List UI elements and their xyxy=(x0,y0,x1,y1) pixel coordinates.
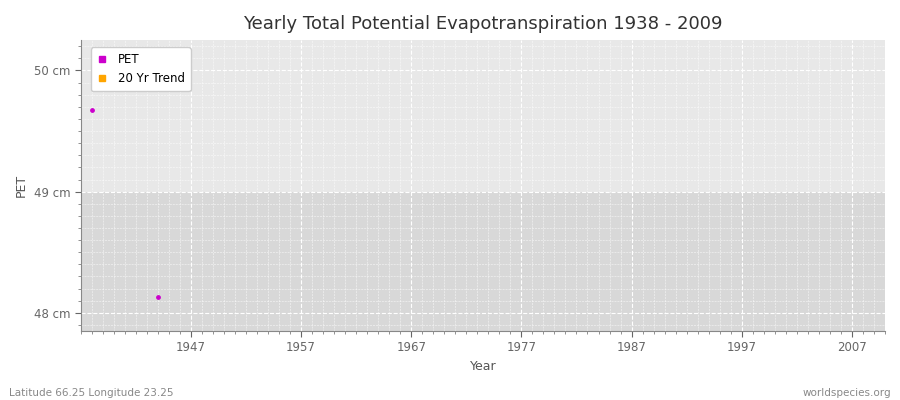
Point xyxy=(85,107,99,114)
X-axis label: Year: Year xyxy=(470,360,496,373)
Text: worldspecies.org: worldspecies.org xyxy=(803,388,891,398)
Legend: PET, 20 Yr Trend: PET, 20 Yr Trend xyxy=(91,48,191,91)
Point xyxy=(150,294,165,300)
Bar xyxy=(81,40,885,192)
Text: Latitude 66.25 Longitude 23.25: Latitude 66.25 Longitude 23.25 xyxy=(9,388,174,398)
Bar xyxy=(81,192,885,331)
Y-axis label: PET: PET xyxy=(15,174,28,197)
Title: Yearly Total Potential Evapotranspiration 1938 - 2009: Yearly Total Potential Evapotranspiratio… xyxy=(243,15,723,33)
